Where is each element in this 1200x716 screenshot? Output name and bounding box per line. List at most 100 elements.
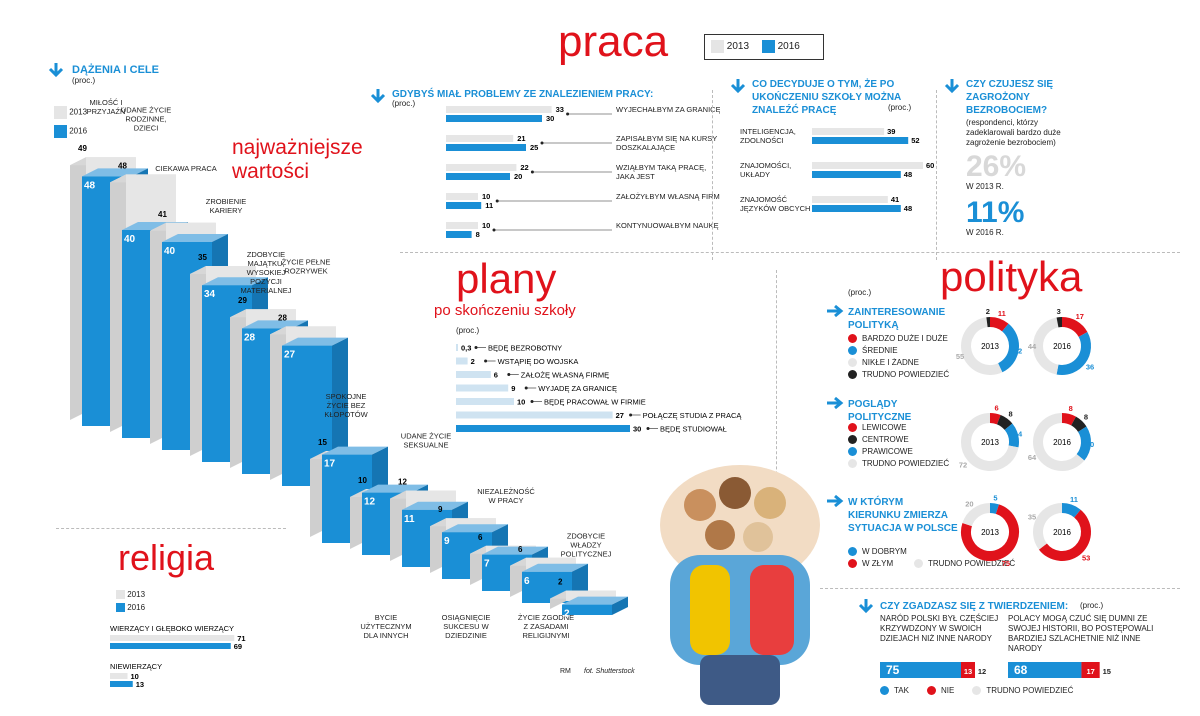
value-bar-2013-face xyxy=(566,590,616,601)
value-bar-2016-top xyxy=(442,524,508,533)
agree-value: 15 xyxy=(1103,667,1111,676)
agree-value: 13 xyxy=(964,667,972,676)
plan-value: 30 xyxy=(633,425,641,434)
politics-unit: (proc.) xyxy=(848,288,872,297)
plan-label: BĘDĘ STUDIOWAŁ xyxy=(660,425,727,434)
religion-bar-2016 xyxy=(110,681,133,687)
views-2013-donut: 6 8 14 72 2013 xyxy=(959,404,1023,471)
donut-value: 14 xyxy=(1014,429,1023,438)
value-label-2016: 27 xyxy=(284,350,296,361)
donut-slice xyxy=(989,413,1001,425)
donut-value: 20 xyxy=(965,500,973,509)
value-label-2016: 9 xyxy=(444,536,450,547)
plan-dot xyxy=(629,413,633,417)
job-factor-value-2016: 48 xyxy=(904,170,912,179)
agree-legend-item: TAK xyxy=(880,686,909,696)
religion-legend-2013-swatch xyxy=(116,590,125,600)
value-category-label: UŻYTECZNYM xyxy=(360,622,411,631)
value-category-label: RELIGIJNYMI xyxy=(522,631,569,640)
plan-label: WSTĄPIĘ DO WOJSKA xyxy=(498,357,579,366)
legend-item: TRUDNO POWIEDZIEĆ xyxy=(848,369,949,381)
job-problem-bar-2016 xyxy=(446,144,526,151)
legend-swatch xyxy=(848,334,857,344)
donut-value: 3 xyxy=(1057,307,1061,316)
job-problem-label: JAKA JEST xyxy=(616,172,655,181)
religion-label: NIEWIERZĄCY xyxy=(110,662,162,671)
donut-slice xyxy=(997,323,1019,373)
legend-swatch xyxy=(848,559,857,569)
value-category-label: UDANE ŻYCIE xyxy=(401,432,451,441)
value-bar-2016-top xyxy=(282,337,348,346)
legend-label: W ZŁYM xyxy=(862,559,894,568)
politics-title: polityka xyxy=(940,253,1083,300)
agree-question-2: POLACY MOGĄ CZUĆ SIĘ DUMNI ZE SWOJEJ HIS… xyxy=(1008,614,1154,653)
agree-chart: 75 13 12 68 17 15 xyxy=(880,662,1114,678)
donut-value: 20 xyxy=(1086,440,1094,449)
religion-value-2013: 71 xyxy=(237,634,245,643)
religion-value-2016: 13 xyxy=(136,680,144,689)
donut-value: 44 xyxy=(1028,342,1037,351)
value-category-label: UDANE ŻYCIE xyxy=(121,105,171,114)
values-legend-2013-swatch xyxy=(54,106,67,119)
arrow-right-icon xyxy=(827,494,844,508)
legend-item: TRUDNO POWIEDZIEĆ xyxy=(914,558,1015,570)
value-category-label: ZDOBYCIE xyxy=(567,532,605,541)
value-bar-2016 xyxy=(562,604,612,615)
views-title: POGLĄDY POLITYCZNE xyxy=(848,399,912,423)
plan-value: 27 xyxy=(616,411,624,420)
value-category-label: POLITYCZNEJ xyxy=(561,550,612,559)
value-category-label: ŻYCIE PEŁNE xyxy=(282,257,331,266)
agree-unit: (proc.) xyxy=(1080,601,1104,610)
donut-slice xyxy=(989,503,999,514)
donut-value: 64 xyxy=(1028,453,1037,462)
job-problem-value-2016: 25 xyxy=(530,143,538,152)
job-problem-bar-2013 xyxy=(446,193,478,200)
religion-value-2013: 10 xyxy=(131,672,139,681)
job-problems-unit: (proc.) xyxy=(392,99,416,108)
unemployment-2016-caption: W 2016 R. xyxy=(966,228,1004,237)
value-category-label: RODZINNE, xyxy=(125,114,166,123)
donut-slice xyxy=(996,415,1013,431)
legend-label: ŚREDNIE xyxy=(862,346,898,355)
arrow-down-icon xyxy=(730,79,746,94)
legend-item: W DOBRYM xyxy=(848,546,1118,558)
value-category-label: OSIĄGNIĘCIE xyxy=(442,613,491,622)
job-problem-bar-2013 xyxy=(446,164,517,171)
plan-label: WYJADĘ ZA GRANICĘ xyxy=(538,384,617,393)
job-problem-value-2013: 22 xyxy=(520,163,528,172)
value-category-label: DZIEDZINIE xyxy=(445,631,487,640)
value-category-label: SPOKOJNE xyxy=(326,392,367,401)
value-category-label: PRZYJAŹŃ xyxy=(87,107,126,116)
value-label-2016: 17 xyxy=(324,459,336,470)
value-bar-2016-top xyxy=(162,234,228,242)
value-label-2013: 2 xyxy=(558,578,563,587)
value-category-label: ZROBIENIE xyxy=(206,197,246,206)
job-factors-title: CO DECYDUJE O TYM, ŻE PO UKOŃCZENIU SZKO… xyxy=(752,79,901,116)
value-label-2013: 6 xyxy=(478,533,483,542)
arrow-down-icon xyxy=(858,599,874,614)
donut-slice xyxy=(1061,503,1081,518)
value-category-label: DZIECI xyxy=(134,123,159,132)
values-legend: 2013 2016 xyxy=(54,106,87,138)
value-category-label: KŁOPOTÓW xyxy=(324,410,368,419)
job-factor-label: ZNAJOMOŚĆ xyxy=(740,195,788,204)
job-problem-bar-2013 xyxy=(446,222,478,229)
values-legend-2016-swatch xyxy=(54,125,67,138)
legend-label: W DOBRYM xyxy=(862,547,907,556)
religion-legend-2016-label: 2016 xyxy=(127,603,146,612)
religion-bar-2013 xyxy=(110,673,128,679)
legend-swatch xyxy=(848,423,857,433)
donut-value: 36 xyxy=(1086,363,1094,372)
job-problem-label: KONTYNUOWAŁBYM NAUKĘ xyxy=(616,221,719,230)
legend-label: TAK xyxy=(894,686,909,695)
job-factor-label: ZNAJOMOŚCI, xyxy=(740,161,791,170)
interest-2013-donut: 11 32 55 2 2013 xyxy=(956,307,1022,375)
job-problem-label: WYJECHAŁBYM ZA GRANICĘ xyxy=(616,105,720,114)
donut-year: 2016 xyxy=(1053,342,1071,351)
value-bar-2016-top xyxy=(82,168,148,177)
interest-legend: BARDZO DUŻE I DUŻE ŚREDNIE NIKŁE I ŻADNE TR… xyxy=(848,333,949,381)
donut-slice xyxy=(1056,332,1091,375)
donut-year: 2013 xyxy=(981,342,999,351)
donut-slice xyxy=(989,317,1009,332)
job-factor-label: ZDOLNOŚCI xyxy=(740,136,784,145)
